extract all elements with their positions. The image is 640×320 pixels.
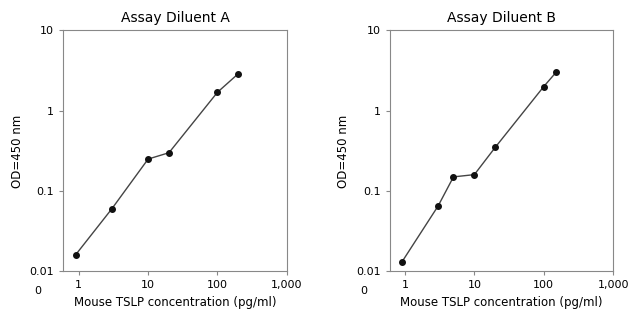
Y-axis label: OD=450 nm: OD=450 nm: [11, 114, 24, 188]
Title: Assay Diluent A: Assay Diluent A: [121, 11, 230, 25]
X-axis label: Mouse TSLP concentration (pg/ml): Mouse TSLP concentration (pg/ml): [400, 296, 603, 309]
Text: 0: 0: [360, 286, 367, 296]
X-axis label: Mouse TSLP concentration (pg/ml): Mouse TSLP concentration (pg/ml): [74, 296, 276, 309]
Text: 0: 0: [34, 286, 41, 296]
Y-axis label: OD=450 nm: OD=450 nm: [337, 114, 350, 188]
Title: Assay Diluent B: Assay Diluent B: [447, 11, 556, 25]
